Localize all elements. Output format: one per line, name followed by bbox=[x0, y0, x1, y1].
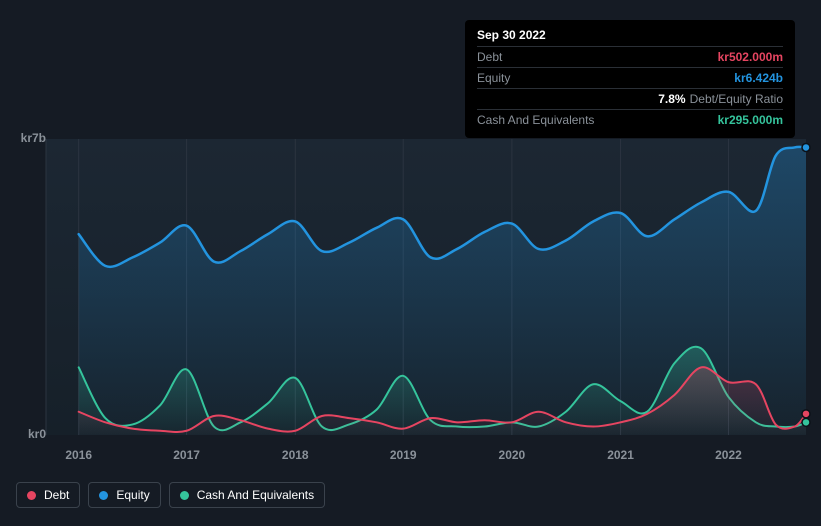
tooltip-row: Debt kr502.000m bbox=[477, 46, 783, 67]
legend-label: Equity bbox=[116, 488, 149, 502]
legend-item[interactable]: Debt bbox=[16, 482, 80, 508]
chart-legend: Debt Equity Cash And Equivalents bbox=[16, 482, 325, 508]
tooltip-row-value: kr502.000m bbox=[718, 50, 783, 64]
tooltip-ratio-pct: 7.8% bbox=[658, 92, 685, 106]
series-end-marker bbox=[802, 418, 810, 426]
legend-dot-icon bbox=[99, 491, 108, 500]
x-axis-label: 2020 bbox=[499, 448, 526, 462]
y-axis-label: kr0 bbox=[28, 427, 46, 441]
x-axis-label: 2019 bbox=[390, 448, 417, 462]
legend-label: Cash And Equivalents bbox=[197, 488, 314, 502]
tooltip-ratio-label: Debt/Equity Ratio bbox=[690, 92, 783, 106]
line-area-chart bbox=[16, 125, 806, 435]
chart-tooltip: Sep 30 2022 Debt kr502.000m Equity kr6.424b… bbox=[465, 20, 795, 138]
x-axis-label: 2021 bbox=[607, 448, 634, 462]
x-axis-label: 2017 bbox=[173, 448, 200, 462]
tooltip-row: Equity kr6.424b bbox=[477, 67, 783, 88]
legend-item[interactable]: Cash And Equivalents bbox=[169, 482, 325, 508]
chart-container: 2016 2017 2018 2019 2020 2021 2022 kr7b kr0 bbox=[16, 125, 806, 465]
legend-dot-icon bbox=[27, 491, 36, 500]
legend-dot-icon bbox=[180, 491, 189, 500]
legend-label: Debt bbox=[44, 488, 69, 502]
y-axis-label: kr7b bbox=[21, 131, 46, 145]
tooltip-row-label: Equity bbox=[477, 71, 510, 85]
tooltip-ratio: 7.8% Debt/Equity Ratio bbox=[658, 92, 783, 106]
x-axis-label: 2018 bbox=[282, 448, 309, 462]
x-axis-label: 2022 bbox=[715, 448, 742, 462]
x-axis-labels: 2016 2017 2018 2019 2020 2021 2022 bbox=[16, 448, 806, 468]
tooltip-row: 7.8% Debt/Equity Ratio bbox=[477, 88, 783, 109]
series-end-marker bbox=[802, 410, 810, 418]
legend-item[interactable]: Equity bbox=[88, 482, 160, 508]
tooltip-date: Sep 30 2022 bbox=[477, 28, 783, 46]
x-axis-label: 2016 bbox=[65, 448, 92, 462]
tooltip-row-label: Debt bbox=[477, 50, 502, 64]
series-end-marker bbox=[802, 143, 810, 151]
tooltip-row-value: kr6.424b bbox=[734, 71, 783, 85]
